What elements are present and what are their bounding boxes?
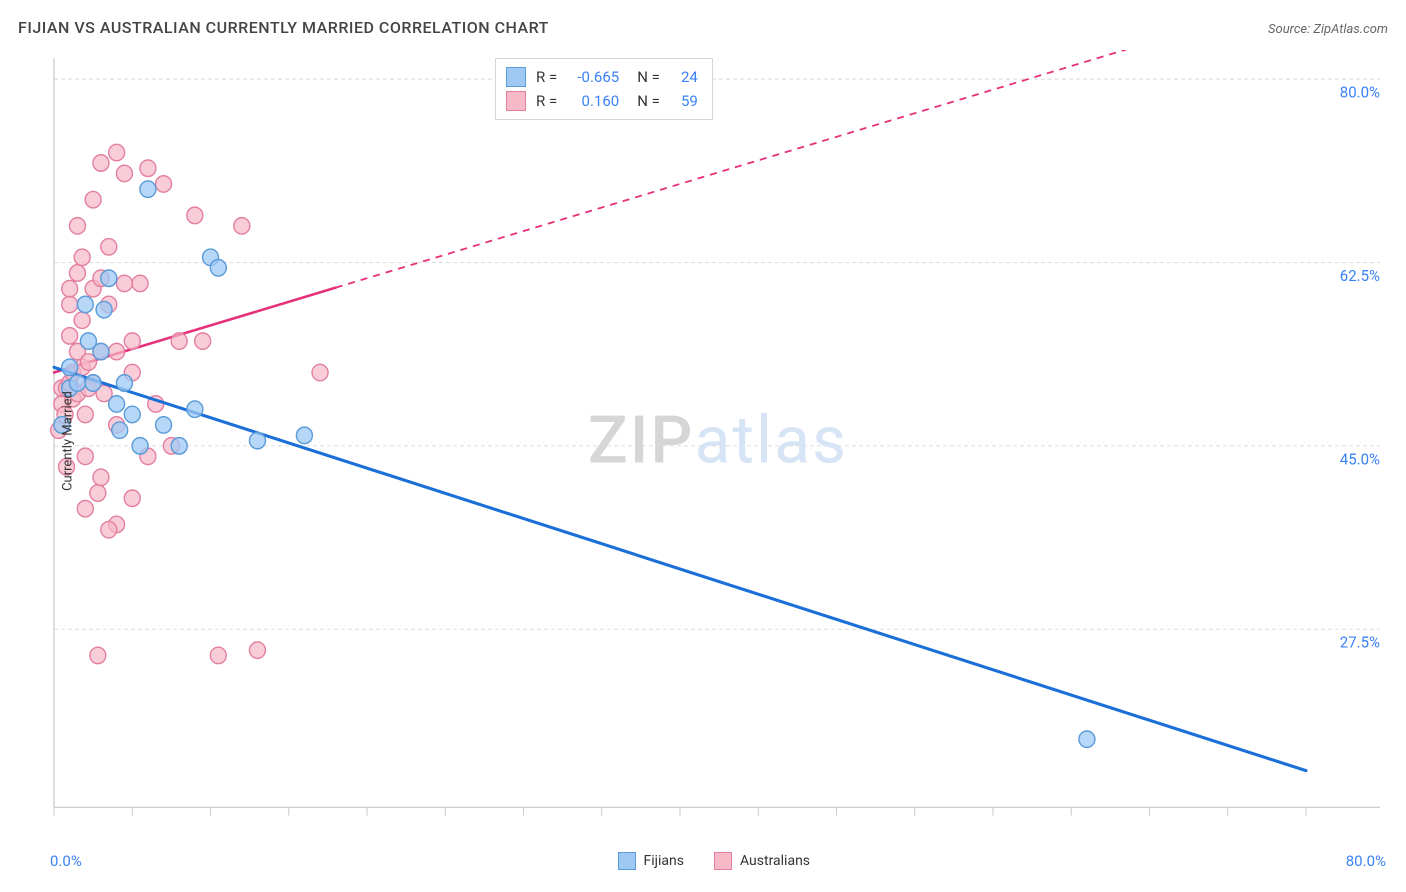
- legend-item: Fijians: [618, 852, 684, 870]
- svg-text:27.5%: 27.5%: [1340, 634, 1380, 652]
- legend-label: Fijians: [644, 853, 684, 869]
- x-axis-row: 0.0% Fijians Australians 80.0%: [50, 852, 1386, 870]
- legend-swatch: [506, 91, 526, 111]
- legend-swatch: [506, 67, 526, 87]
- r-value: -0.665: [567, 65, 619, 89]
- chart-header: FIJIAN VS AUSTRALIAN CURRENTLY MARRIED C…: [18, 18, 1388, 37]
- series-legend: Fijians Australians: [618, 852, 811, 870]
- legend-item: Australians: [714, 852, 810, 870]
- legend-swatch: [618, 852, 636, 870]
- r-value: 0.160: [567, 89, 619, 113]
- chart-container: Currently Married 27.5%45.0%62.5%80.0% Z…: [50, 50, 1386, 832]
- source-attribution: Source: ZipAtlas.com: [1268, 22, 1388, 37]
- n-value: 59: [670, 89, 698, 113]
- r-label: R =: [536, 65, 557, 89]
- n-label: N =: [637, 65, 660, 89]
- correlation-legend-row: R = -0.665 N = 24: [506, 65, 698, 89]
- r-label: R =: [536, 89, 557, 113]
- x-axis-max-label: 80.0%: [1346, 852, 1386, 870]
- legend-swatch: [714, 852, 732, 870]
- svg-text:45.0%: 45.0%: [1340, 450, 1380, 468]
- svg-text:62.5%: 62.5%: [1340, 267, 1380, 285]
- y-axis-label: Currently Married: [61, 391, 76, 491]
- correlation-legend-row: R = 0.160 N = 59: [506, 89, 698, 113]
- n-label: N =: [637, 89, 660, 113]
- legend-label: Australians: [740, 853, 810, 869]
- correlation-legend: R = -0.665 N = 24 R = 0.160 N = 59: [495, 58, 713, 120]
- n-value: 24: [670, 65, 698, 89]
- svg-text:80.0%: 80.0%: [1340, 84, 1380, 102]
- x-axis-min-label: 0.0%: [50, 852, 82, 870]
- scatter-chart: 27.5% 45.0% 62.5% 80.0%: [50, 50, 1386, 832]
- chart-title: FIJIAN VS AUSTRALIAN CURRENTLY MARRIED C…: [18, 18, 549, 37]
